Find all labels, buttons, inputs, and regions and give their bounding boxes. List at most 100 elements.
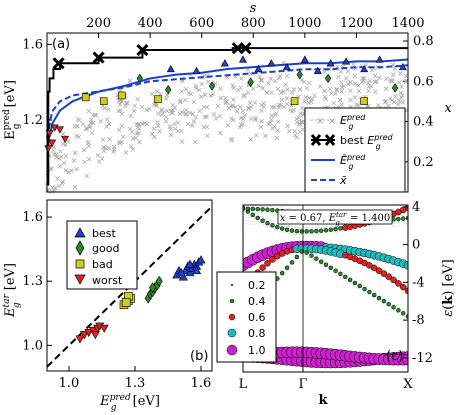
- a-pred-point: [269, 90, 274, 95]
- c-band-dot: [269, 256, 276, 263]
- a-pred-point: [294, 116, 300, 122]
- c-band-dot: [318, 228, 324, 233]
- a-pred-point: [60, 141, 66, 147]
- a-pred-point: [66, 169, 72, 175]
- a-pred-point: [259, 119, 264, 124]
- c-band-dot: [381, 298, 387, 304]
- a-pred-point: [247, 100, 253, 106]
- c-band-dot: [396, 216, 401, 222]
- c-band-dot: [323, 228, 329, 233]
- a-pred-point: [151, 102, 157, 107]
- a-pred-point: [361, 75, 367, 81]
- a-pred-point: [201, 124, 207, 130]
- svg-text:x̄: x̄: [339, 174, 347, 187]
- a-pred-point: [275, 128, 280, 133]
- a-pred-point: [242, 92, 247, 98]
- a-pred-point: [169, 110, 174, 115]
- a-pred-point: [275, 86, 281, 92]
- a-pred-point: [183, 97, 188, 103]
- a-pred-point: [360, 76, 365, 81]
- c-y-tick-label: 0: [412, 238, 420, 253]
- a-pred-point: [403, 79, 408, 85]
- a-pred-point: [204, 104, 210, 110]
- a-pred-point: [129, 129, 135, 135]
- a-pred-point: [51, 148, 56, 153]
- a-pred-point: [202, 92, 208, 98]
- a-pred-point: [177, 111, 183, 117]
- a-pred-point: [259, 78, 264, 83]
- a-pred-point: [86, 156, 92, 162]
- a-pred-point: [352, 73, 358, 79]
- a-pred-point: [127, 126, 133, 132]
- a-pred-point: [323, 96, 329, 102]
- a-pred-point: [254, 133, 259, 138]
- legend-b-best: best: [74, 227, 116, 240]
- a-pred-point: [74, 133, 79, 139]
- svg-text:0.4: 0.4: [248, 295, 266, 308]
- legend-c-0.2: 0.2: [230, 279, 266, 292]
- c-band-dot: [274, 252, 281, 260]
- a-pred-point: [199, 81, 204, 87]
- c-y-tick-label: 4: [412, 200, 420, 215]
- c-band-dot: [289, 228, 295, 233]
- a-pred-point: [164, 114, 169, 120]
- c-band-dot: [380, 270, 388, 277]
- c-band-dot: [333, 268, 338, 274]
- b-good-marker: [155, 275, 163, 287]
- panel-c-title: x = 0.67, Etar g = 1.400: [277, 209, 393, 227]
- a-best-marker: [239, 42, 252, 55]
- a-pred-point: [337, 97, 343, 103]
- a-pred-point: [131, 108, 137, 114]
- a-pred-point: [154, 103, 159, 109]
- a-pred-point: [191, 99, 197, 105]
- a-pred-point: [173, 126, 178, 131]
- a-pred-point: [168, 132, 174, 138]
- panel-b-x-axis-label: Epred g [eV]: [99, 393, 160, 413]
- a-pred-point: [158, 91, 163, 97]
- a-pred-point: [45, 187, 50, 193]
- panel-a-y-axis-label: Epredg [eV]: [2, 80, 22, 140]
- a-best-class-marker: [267, 59, 276, 67]
- c-band-dot: [338, 271, 343, 277]
- a-pred-point: [57, 164, 62, 169]
- a-pred-point: [135, 96, 140, 102]
- c-band-dot: [386, 301, 391, 307]
- b-worst-marker: [79, 331, 89, 340]
- a-pred-point: [297, 86, 303, 92]
- panel-c-label: (c): [386, 349, 403, 364]
- a-pred-point: [63, 142, 68, 148]
- a-pred-point: [372, 73, 378, 79]
- a-pred-point: [345, 69, 351, 74]
- a-pred-point: [298, 111, 303, 116]
- c-band-dot: [294, 254, 300, 260]
- a-pred-point: [106, 146, 112, 151]
- a-pred-point: [343, 76, 349, 81]
- a-pred-point: [130, 147, 136, 152]
- a-pred-point: [352, 95, 358, 100]
- a-worst-class-marker: [61, 135, 70, 144]
- a-pred-point: [287, 107, 293, 113]
- a-pred-point: [186, 90, 192, 96]
- c-band-dot: [260, 207, 265, 212]
- a-pred-point: [72, 184, 78, 190]
- a-pred-point: [230, 83, 236, 88]
- a-pred-point: [168, 127, 174, 132]
- a-pred-point: [250, 86, 256, 91]
- a-pred-point: [299, 105, 305, 111]
- c-faint-band: [243, 253, 408, 320]
- a-pred-point: [341, 83, 347, 89]
- a-pred-point: [72, 150, 78, 156]
- panel-c-title-text: x = 0.67, Etar g = 1.400: [280, 211, 391, 227]
- a-worst-class-marker: [44, 145, 53, 153]
- c-band-dot: [402, 353, 408, 366]
- a-pred-point: [45, 188, 50, 194]
- a-bad-class-marker: [154, 95, 162, 104]
- a-pred-point: [351, 61, 356, 67]
- a-best-class-marker: [192, 66, 201, 74]
- a-pred-point: [260, 85, 265, 91]
- c-band-dot: [309, 253, 314, 258]
- a-pred-point: [183, 112, 188, 117]
- a-pred-point: [160, 111, 166, 116]
- a-pred-point: [149, 131, 155, 137]
